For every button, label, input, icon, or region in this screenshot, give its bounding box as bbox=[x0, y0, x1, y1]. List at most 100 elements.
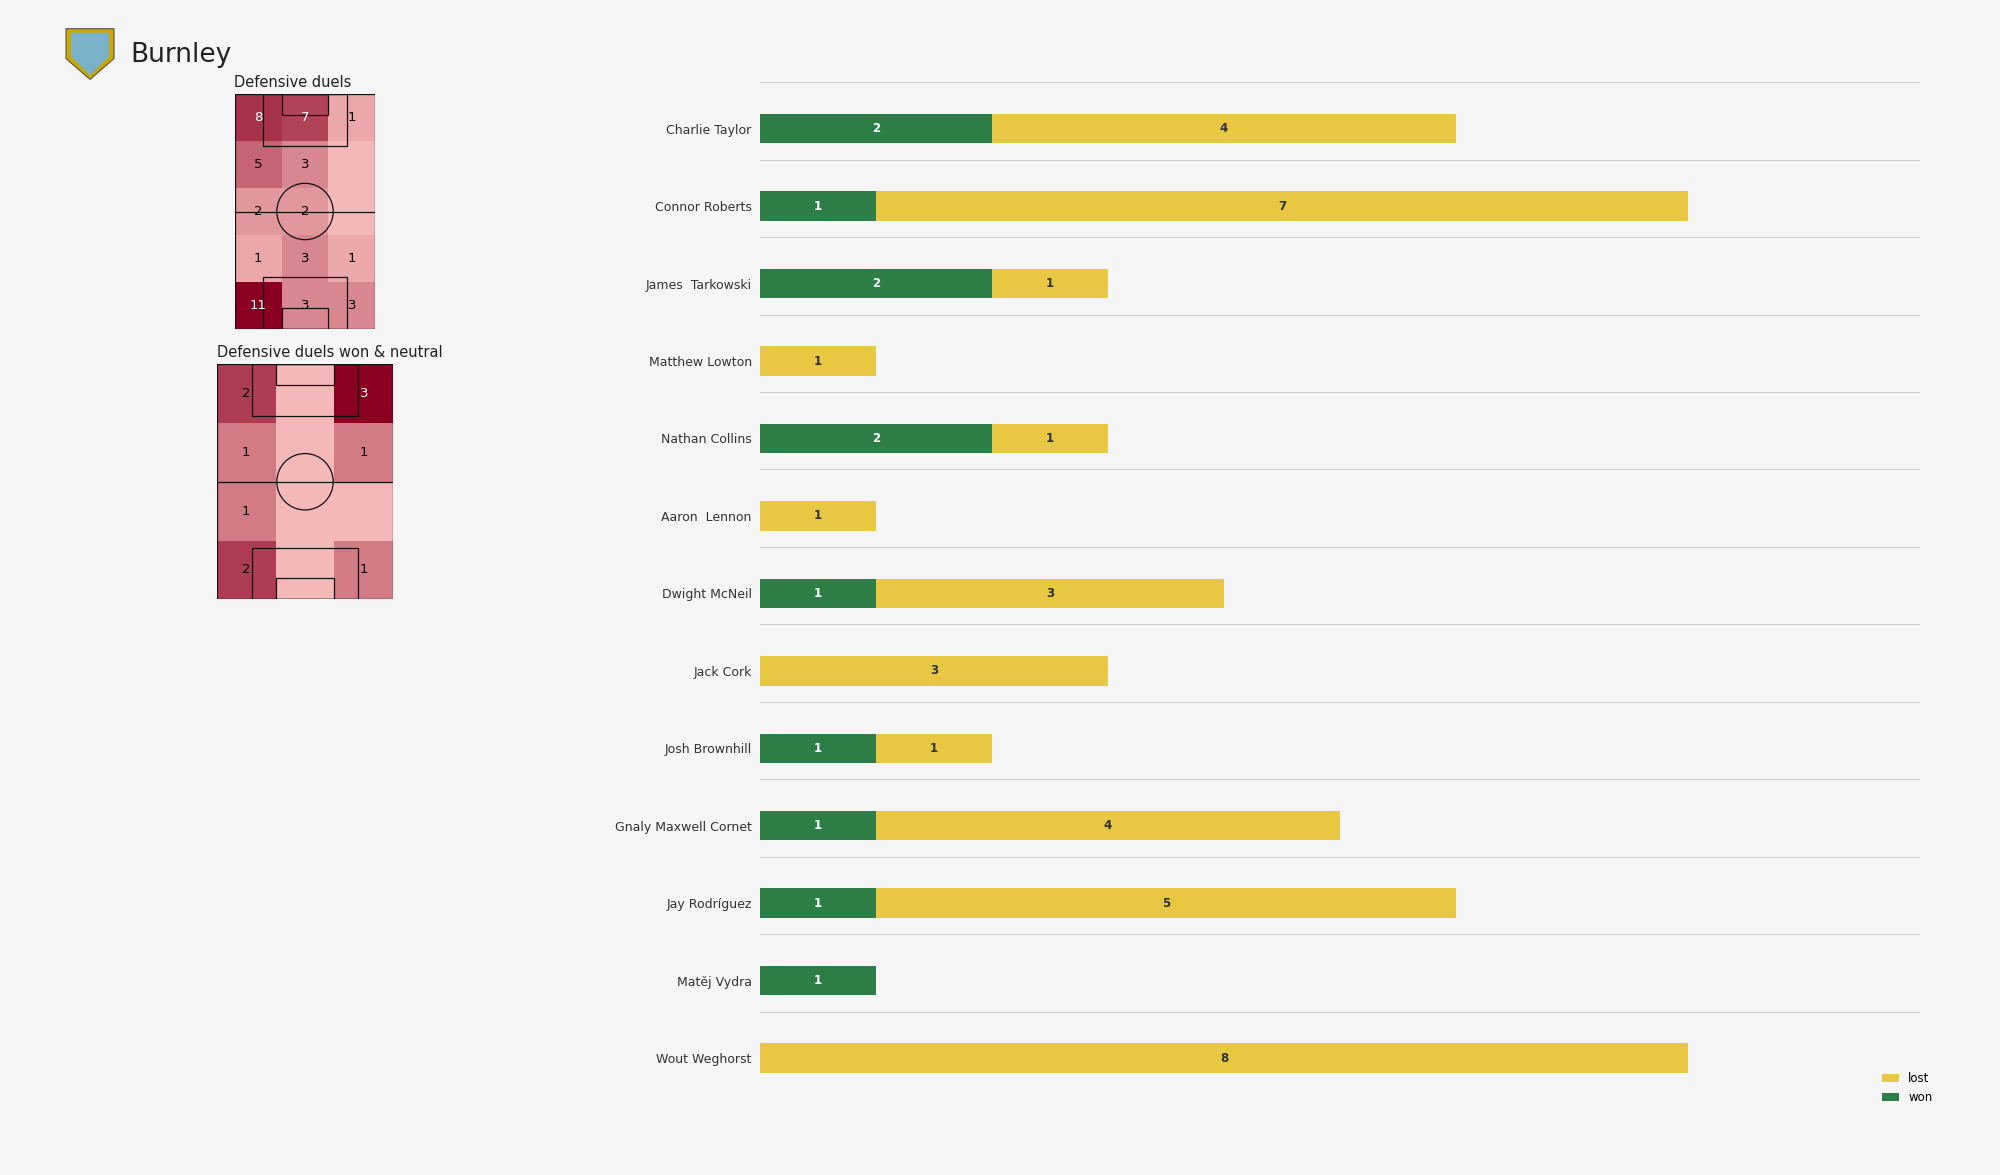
Bar bbox=[334, 540, 394, 599]
Bar bbox=[328, 94, 376, 141]
Text: 8: 8 bbox=[254, 110, 262, 125]
Text: 2: 2 bbox=[242, 563, 250, 577]
Text: 2: 2 bbox=[254, 204, 262, 219]
Bar bbox=[252, 364, 358, 416]
Text: 11: 11 bbox=[250, 298, 266, 313]
Bar bbox=[216, 364, 276, 423]
Bar bbox=[876, 578, 1224, 609]
Text: 2: 2 bbox=[242, 387, 250, 401]
Text: Burnley: Burnley bbox=[130, 42, 232, 68]
Bar bbox=[992, 114, 1456, 143]
Text: 2: 2 bbox=[300, 204, 310, 219]
Bar bbox=[234, 141, 282, 188]
Bar bbox=[760, 114, 992, 143]
Bar bbox=[276, 540, 334, 599]
Bar bbox=[262, 277, 348, 329]
Bar bbox=[876, 192, 1688, 221]
Text: 1: 1 bbox=[242, 504, 250, 518]
Bar bbox=[328, 235, 376, 282]
Text: 2: 2 bbox=[872, 277, 880, 290]
Bar bbox=[234, 188, 282, 235]
Text: 1: 1 bbox=[814, 741, 822, 754]
Bar bbox=[760, 424, 992, 454]
Bar bbox=[876, 733, 992, 763]
Text: 2: 2 bbox=[872, 122, 880, 135]
Text: Defensive duels: Defensive duels bbox=[234, 75, 352, 90]
Bar bbox=[760, 1043, 1688, 1073]
Bar bbox=[760, 269, 992, 298]
Bar bbox=[876, 888, 1456, 918]
Bar bbox=[760, 656, 1108, 685]
Text: 2: 2 bbox=[872, 432, 880, 445]
Text: 1: 1 bbox=[814, 974, 822, 987]
Text: 1: 1 bbox=[814, 586, 822, 600]
Bar bbox=[276, 578, 334, 599]
Text: 5: 5 bbox=[1162, 897, 1170, 909]
Text: 1: 1 bbox=[930, 741, 938, 754]
Bar bbox=[282, 308, 328, 329]
Bar bbox=[282, 141, 328, 188]
Bar bbox=[334, 423, 394, 482]
Text: 3: 3 bbox=[360, 387, 368, 401]
Bar bbox=[760, 966, 876, 995]
Bar bbox=[282, 94, 328, 115]
Text: 1: 1 bbox=[1046, 277, 1054, 290]
Text: 1: 1 bbox=[242, 445, 250, 459]
Text: 3: 3 bbox=[1046, 586, 1054, 600]
Text: 1: 1 bbox=[1046, 432, 1054, 445]
Text: 1: 1 bbox=[814, 355, 822, 368]
Bar bbox=[276, 482, 334, 540]
Text: 4: 4 bbox=[1220, 122, 1228, 135]
Text: 8: 8 bbox=[1220, 1052, 1228, 1065]
Polygon shape bbox=[66, 28, 114, 80]
Bar bbox=[760, 811, 876, 840]
Bar bbox=[276, 364, 334, 385]
Text: 3: 3 bbox=[930, 664, 938, 677]
Bar bbox=[252, 548, 358, 599]
Bar bbox=[216, 540, 276, 599]
Legend: lost, won: lost, won bbox=[1878, 1067, 1938, 1109]
Bar bbox=[282, 94, 328, 141]
Bar bbox=[992, 424, 1108, 454]
Bar bbox=[328, 141, 376, 188]
Bar bbox=[262, 94, 348, 146]
Bar bbox=[328, 188, 376, 235]
Text: 7: 7 bbox=[1278, 200, 1286, 213]
Bar bbox=[760, 502, 876, 531]
Text: 7: 7 bbox=[300, 110, 310, 125]
Bar bbox=[328, 282, 376, 329]
Bar bbox=[760, 192, 876, 221]
Bar bbox=[760, 347, 876, 376]
Bar bbox=[760, 578, 876, 609]
Text: 3: 3 bbox=[348, 298, 356, 313]
Bar bbox=[234, 235, 282, 282]
Text: 5: 5 bbox=[254, 157, 262, 172]
Text: 1: 1 bbox=[814, 200, 822, 213]
Text: 1: 1 bbox=[348, 251, 356, 266]
Bar bbox=[760, 733, 876, 763]
Bar bbox=[334, 364, 394, 423]
Text: 3: 3 bbox=[300, 251, 310, 266]
Text: 1: 1 bbox=[814, 819, 822, 832]
Polygon shape bbox=[70, 33, 110, 75]
Bar bbox=[276, 364, 334, 423]
Bar bbox=[282, 188, 328, 235]
Bar bbox=[276, 423, 334, 482]
Bar bbox=[234, 282, 282, 329]
Bar bbox=[216, 423, 276, 482]
Text: Defensive duels won & neutral: Defensive duels won & neutral bbox=[216, 345, 442, 361]
Bar bbox=[234, 94, 282, 141]
Bar bbox=[876, 811, 1340, 840]
Bar bbox=[282, 235, 328, 282]
Text: 1: 1 bbox=[814, 510, 822, 523]
Text: 3: 3 bbox=[300, 298, 310, 313]
Text: 1: 1 bbox=[360, 445, 368, 459]
Bar bbox=[992, 269, 1108, 298]
Bar bbox=[334, 482, 394, 540]
Text: 1: 1 bbox=[348, 110, 356, 125]
Text: 1: 1 bbox=[254, 251, 262, 266]
Bar bbox=[216, 482, 276, 540]
Text: 3: 3 bbox=[300, 157, 310, 172]
Text: 1: 1 bbox=[360, 563, 368, 577]
Bar bbox=[282, 282, 328, 329]
